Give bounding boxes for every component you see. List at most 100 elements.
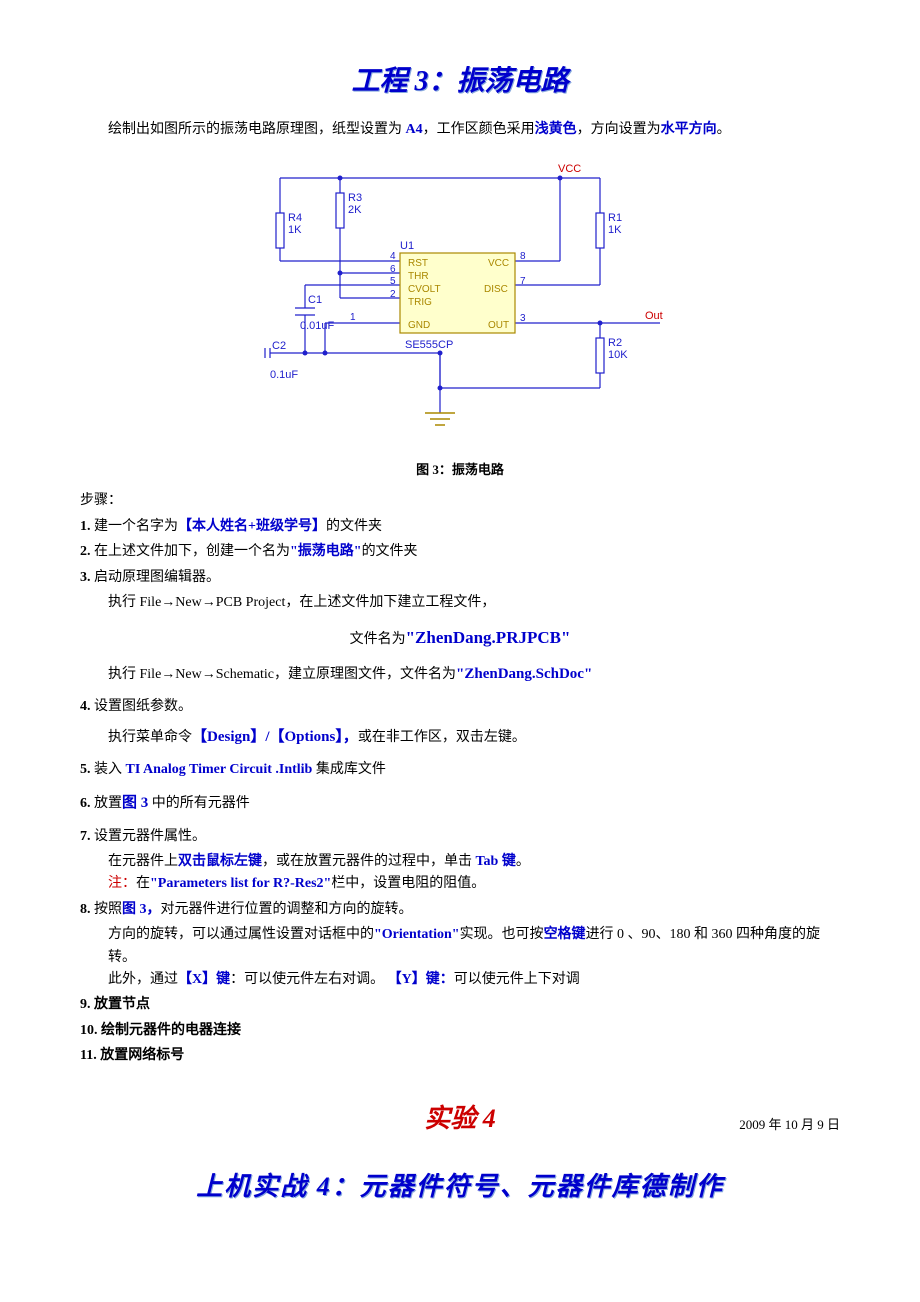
pn2: 2 [390, 289, 396, 300]
s2b: 在上述文件加下，创建一个名为 [94, 544, 290, 559]
file1-line: 文件名为"ZhenDang.PRJPCB" [80, 624, 840, 651]
s9: 9. 放置节点 [80, 997, 150, 1012]
schq2: " [584, 666, 592, 682]
pin-vcc: VCC [488, 258, 509, 269]
s3b: 启动原理图编辑器。 [94, 570, 220, 585]
s7c: 在元器件上 [108, 854, 178, 869]
c2-name: C2 [272, 340, 286, 352]
sch-line: 执行 File→New→Schematic，建立原理图文件，文件名为 "ZhenD… [108, 662, 840, 686]
s5-num: 5. [80, 762, 94, 777]
c1-val: 0.01uF [300, 320, 335, 332]
step-7-sub2: 注：在"Parameters list for R?-Res2"栏中，设置电阻的… [108, 873, 840, 895]
s7-num: 7. [80, 829, 94, 844]
s4d: 【Design】/【Options】， [192, 729, 358, 745]
pin-gnd: GND [408, 320, 430, 331]
circuit-figure: VCC Out R4 1K R3 2K R1 1K R2 10K C1 0.01… [80, 153, 840, 451]
pn5: 5 [390, 276, 396, 287]
intro-a4: A4 [406, 122, 423, 137]
step-1: 1. 建一个名字为【本人姓名+班级学号】的文件夹 [80, 516, 840, 538]
step-11: 11. 放置网络标号 [80, 1045, 840, 1067]
s7d: 双击鼠标左键 [178, 854, 262, 869]
file1q2: " [561, 628, 570, 647]
chip-label: SE555CP [405, 339, 453, 351]
s6c: 图 3 [122, 795, 148, 811]
s3-num: 3. [80, 570, 94, 585]
s1d: 的文件夹 [326, 519, 382, 534]
c1-name: C1 [308, 294, 322, 306]
s8b: 按照 [94, 902, 122, 917]
file1a: 文件名为 [350, 632, 406, 647]
s1-num: 1. [80, 519, 94, 534]
step-8-sub2: 此外，通过【X】键：可以使元件左右对调。 【Y】键：可以使元件上下对调 [108, 969, 840, 991]
c2-val: 0.1uF [270, 369, 298, 381]
intro-paragraph: 绘制出如图所示的振荡电路原理图，纸型设置为 A4，工作区颜色采用浅黄色，方向设置… [80, 119, 840, 141]
r2-name: R2 [608, 337, 622, 349]
pn6: 6 [390, 264, 396, 275]
r1-val: 1K [608, 224, 622, 236]
steps-label: 步骤： [80, 490, 840, 512]
s1b: 建一个名字为 [94, 519, 178, 534]
step-3-sub: 执行 File→New→PCB Project，在上述文件加下建立工程文件， [108, 592, 840, 614]
vcc-label: VCC [558, 163, 581, 175]
intro-t3: ，方向设置为 [577, 122, 661, 137]
figure-caption: 图 3：振荡电路 [80, 460, 840, 481]
step-6: 6. 放置图 3 中的所有元器件 [80, 791, 840, 815]
s7n3: Parameters list for R?-Res2 [158, 876, 324, 891]
s2c: 振荡电路 [298, 544, 354, 559]
pin-thr: THR [408, 271, 429, 282]
intro-color: 浅黄色 [535, 122, 577, 137]
r4-val: 1K [288, 224, 302, 236]
step-2: 2. 在上述文件加下，创建一个名为"振荡电路"的文件夹 [80, 541, 840, 563]
pin-trig: TRIG [408, 297, 432, 308]
sch2: ZhenDang.SchDoc [464, 666, 584, 682]
s8e: 方向的旋转，可以通过属性设置对话框中的 [108, 927, 374, 942]
intro-t2: ，工作区颜色采用 [423, 122, 535, 137]
r3-name: R3 [348, 192, 362, 204]
heading-lab-4: 上机实战 4：元器件符号、元器件库德制作 [80, 1166, 840, 1208]
s6-num: 6. [80, 796, 94, 811]
s10: 10. 绘制元器件的电器连接 [80, 1023, 241, 1038]
s8g: 实现。也可按 [460, 927, 544, 942]
file1b: ZhenDang.PRJPCB [415, 628, 561, 647]
intro-t1: 绘制出如图所示的振荡电路原理图，纸型设置为 [108, 122, 406, 137]
s2q1: " [290, 544, 298, 559]
s2d: 的文件夹 [362, 544, 418, 559]
step-7-sub1: 在元器件上双击鼠标左键，或在放置元器件的过程中，单击 Tab 键。 [108, 851, 840, 873]
step-4-sub: 执行菜单命令【Design】/【Options】，或在非工作区，双击左键。 [108, 725, 840, 749]
s8h: 空格键 [544, 927, 586, 942]
s8-num: 8. [80, 902, 94, 917]
s4e: 或在非工作区，双击左键。 [358, 730, 526, 745]
s6d: 中的所有元器件 [148, 796, 250, 811]
s8f: Orientation [382, 927, 452, 942]
step-8-sub1: 方向的旋转，可以通过属性设置对话框中的"Orientation"实现。也可按空格… [108, 924, 840, 969]
s1c: 【本人姓名+班级学号】 [178, 519, 326, 534]
pin-disc: DISC [484, 284, 508, 295]
sch1: 执行 File→New→Schematic，建立原理图文件，文件名为 [108, 667, 456, 682]
r2-val: 10K [608, 349, 628, 361]
s8k: 【X】键 [178, 972, 230, 987]
s7n2: 在 [136, 876, 150, 891]
intro-t4: 。 [717, 122, 731, 137]
s8j: 此外，通过 [108, 972, 178, 987]
out-label: Out [645, 310, 663, 322]
step-9: 9. 放置节点 [80, 994, 840, 1016]
s8l: ：可以使元件左右对调。 [230, 972, 388, 987]
s5b: 装入 [94, 762, 126, 777]
intro-dir: 水平方向 [661, 122, 717, 137]
s8m: 【Y】键： [388, 972, 454, 987]
s8c: 图 3， [122, 902, 161, 917]
s7e: ，或在放置元器件的过程中，单击 [262, 854, 476, 869]
s8n: 可以使元件上下对调 [454, 972, 580, 987]
s7n4: 栏中，设置电阻的阻值。 [331, 876, 485, 891]
pn4: 4 [390, 251, 396, 262]
u1-label: U1 [400, 240, 414, 252]
pin-out: OUT [488, 320, 509, 331]
s8d: 对元器件进行位置的调整和方向的旋转。 [161, 902, 413, 917]
s7g: 。 [516, 854, 530, 869]
s6b: 放置 [94, 796, 122, 811]
s7nq1: " [150, 876, 158, 891]
page-title: 工程 3：振荡电路 [80, 60, 840, 105]
file1q1: " [406, 628, 415, 647]
step-7: 7. 设置元器件属性。 [80, 826, 840, 848]
s8eq2: " [452, 927, 460, 942]
